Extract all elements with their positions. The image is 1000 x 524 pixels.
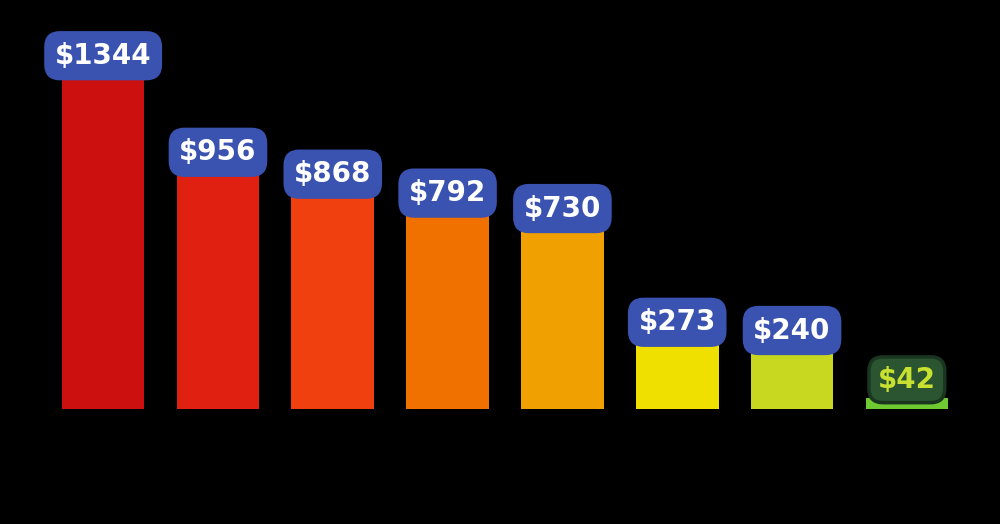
Bar [406,212,489,409]
Bar [866,398,948,409]
Text: $1344: $1344 [55,42,151,70]
Bar [291,193,374,409]
Text: $956: $956 [179,138,257,166]
Bar [636,341,719,409]
Bar [62,74,144,409]
Text: $42: $42 [878,366,936,394]
Text: $868: $868 [294,160,371,188]
Text: $792: $792 [409,179,486,207]
Text: $273: $273 [639,308,716,336]
Bar [751,349,833,409]
Text: $730: $730 [524,194,601,223]
Bar [521,227,604,409]
Bar [177,171,259,409]
Text: $240: $240 [753,316,831,344]
